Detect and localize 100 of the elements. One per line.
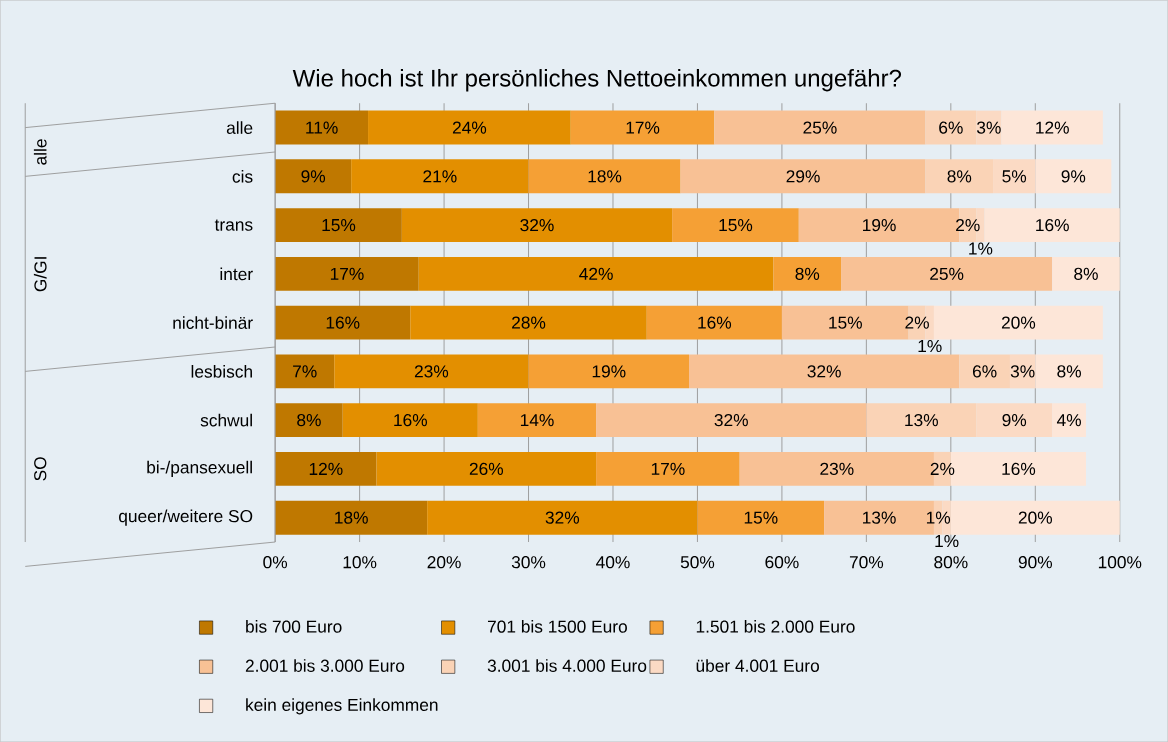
data-label: 25% (803, 121, 837, 134)
legend-label: 2.001 bis 3.000 Euro (245, 659, 405, 672)
data-label: 32% (807, 365, 841, 378)
data-label: 17% (626, 121, 660, 134)
text: G/GI (33, 257, 47, 292)
y-tick-label: queer/weitere SO (119, 509, 253, 526)
bar (950, 500, 1120, 535)
bar (570, 110, 715, 145)
bar (275, 305, 411, 340)
bar (925, 159, 994, 194)
bar (528, 159, 681, 194)
data-label: 3% (1010, 365, 1035, 378)
data-label: 19% (863, 218, 896, 232)
data-label: 23% (414, 365, 449, 378)
data-label: 15% (744, 511, 778, 524)
data-label: 7% (293, 365, 317, 378)
bar (925, 110, 977, 145)
data-label: 2% (905, 316, 929, 329)
data-label: 20% (1001, 316, 1036, 329)
data-label: 2% (956, 218, 980, 232)
data-label: 17% (651, 462, 685, 475)
data-label: 28% (512, 316, 546, 329)
y-tick-label: schwul (200, 413, 252, 427)
data-label: 42% (579, 267, 613, 280)
bar (689, 354, 960, 389)
bar (959, 354, 1010, 389)
data-label: 1% (969, 242, 993, 255)
data-label: 14% (520, 413, 554, 427)
text: SO (34, 457, 47, 481)
legend-label: bis 700 Euro (246, 619, 342, 633)
bar (596, 403, 867, 438)
data-label: 24% (452, 121, 487, 134)
data-label: 16% (326, 316, 360, 329)
bar (342, 403, 478, 438)
data-label: 8% (947, 170, 972, 183)
legend-label: 1.501 bis 2.000 Euro (696, 619, 855, 633)
data-label: 18% (588, 170, 622, 183)
bar (1001, 110, 1103, 145)
data-label: 17% (330, 267, 364, 280)
data-label: 1% (935, 534, 959, 548)
bar (1052, 256, 1120, 291)
bar (275, 110, 369, 145)
bar (275, 500, 428, 535)
data-label: 23% (820, 462, 854, 475)
data-label: 9% (1061, 170, 1086, 183)
data-label: 13% (905, 413, 938, 427)
bar (1052, 403, 1086, 438)
x-tick-label: 20% (427, 555, 461, 569)
data-label: 29% (786, 170, 820, 183)
chart-title: Wie hoch ist Ihr persönliches Nettoeinkommen ungefähr? (292, 68, 902, 92)
y-tick-label: cis (232, 169, 253, 183)
data-label: 3% (976, 121, 1001, 134)
bar (275, 159, 352, 194)
data-label: 15% (322, 218, 356, 232)
y-tick-label: inter (220, 267, 253, 281)
bar (672, 208, 799, 242)
data-label: 9% (301, 170, 326, 183)
data-label: 9% (1002, 413, 1027, 427)
bar (368, 110, 571, 145)
bar (410, 305, 647, 340)
x-tick-label: 80% (934, 555, 968, 569)
data-label: 2% (930, 462, 955, 475)
bar (697, 500, 825, 535)
bar (773, 256, 842, 291)
data-label: 32% (520, 218, 554, 232)
x-tick-label: 0% (263, 555, 288, 569)
x-tick-label: 10% (343, 555, 377, 569)
data-label: 21% (423, 170, 457, 183)
x-tick-label: 60% (765, 555, 799, 569)
bar (418, 256, 774, 291)
bar (275, 451, 377, 486)
x-tick-label: 30% (511, 555, 546, 569)
data-label: 6% (939, 121, 963, 134)
data-label: 16% (1036, 218, 1069, 232)
bar (401, 208, 673, 242)
bar (275, 208, 402, 242)
data-label: 25% (930, 267, 964, 280)
bar (351, 159, 529, 194)
legend-label: über 4.001 Euro (696, 659, 819, 672)
data-label: 8% (1057, 365, 1081, 378)
bar (477, 403, 597, 438)
data-label: 16% (394, 413, 428, 427)
data-label: 8% (795, 267, 820, 280)
x-tick-label: 70% (849, 555, 884, 569)
bar (976, 110, 1002, 145)
data-label: 15% (719, 218, 753, 232)
data-label: 32% (545, 511, 580, 524)
y-tick-label: lesbisch (191, 364, 252, 378)
text: alle (33, 139, 47, 165)
data-label: 26% (469, 462, 504, 475)
data-label: 1% (926, 511, 951, 524)
data-label: 11% (306, 121, 338, 134)
bar (866, 403, 977, 438)
data-label: 12% (1036, 121, 1069, 134)
data-label: 18% (335, 511, 368, 524)
bar (275, 403, 343, 438)
data-label: 16% (698, 316, 732, 329)
y-tick-label: bi-/pansexuell (147, 460, 252, 477)
x-tick-label: 100% (1098, 555, 1142, 569)
data-label: 5% (1002, 170, 1027, 183)
